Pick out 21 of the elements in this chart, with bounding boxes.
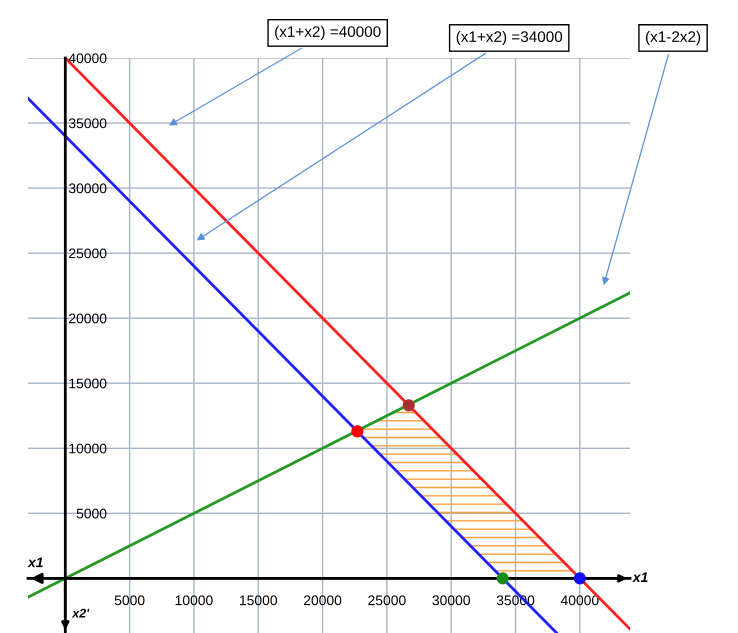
text: (x1+x2) =40000	[275, 26, 381, 40]
x-axis-title: x1	[632, 572, 648, 582]
x-tick-label: 5000	[114, 595, 145, 606]
y-tick-label: 10000	[69, 444, 106, 454]
text: (x1+x2) =34000	[456, 30, 562, 46]
y-tick-label: 20000	[69, 314, 106, 324]
text: (x1-2x2)	[646, 30, 700, 46]
y-tick-label: 40000	[68, 53, 106, 64]
x-tick-label: 40000	[560, 595, 599, 606]
y-axis-title: x2'	[72, 608, 90, 618]
x-tick-label: 30000	[432, 595, 470, 606]
y-tick-label: 35000	[68, 118, 106, 128]
y-tick-label: 5000	[76, 508, 106, 518]
x-tick-label: 15000	[240, 595, 278, 606]
y-tick-label: 15000	[69, 378, 106, 388]
x-tick-label: 25000	[368, 595, 406, 606]
y-tick-label: 25000	[69, 248, 106, 258]
annotation: x1	[27, 558, 43, 568]
y-tick-label: 30000	[68, 183, 106, 194]
x-tick-label: 20000	[304, 595, 342, 606]
x-tick-label: 10000	[176, 595, 213, 606]
